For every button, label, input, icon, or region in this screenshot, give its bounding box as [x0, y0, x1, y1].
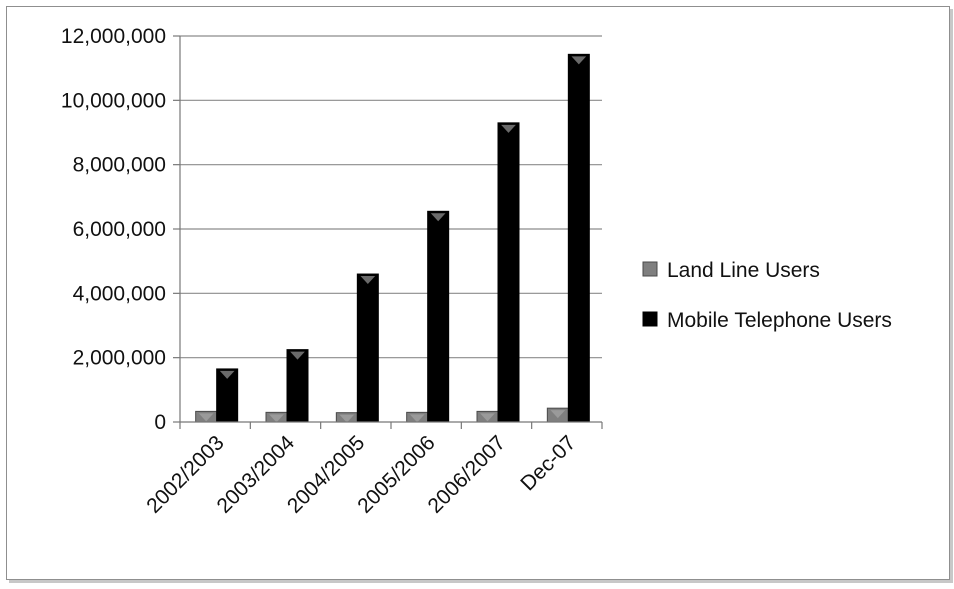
- x-tick-label: Dec-07: [516, 431, 580, 495]
- y-tick-label: 12,000,000: [61, 25, 166, 48]
- legend: Land Line Users Mobile Telephone Users: [642, 259, 892, 332]
- bar-cap-marker: [409, 414, 425, 423]
- x-axis-ticks: 2002/20032003/20042004/20052005/20062006…: [142, 422, 603, 518]
- gridlines: [180, 35, 602, 359]
- x-tick-label: 2006/2007: [424, 431, 510, 517]
- bar-mobile: [497, 122, 520, 423]
- bars: [195, 53, 590, 423]
- bar-cap-marker: [550, 410, 566, 419]
- bar-cap-marker: [269, 414, 284, 423]
- bar-cap-marker: [480, 413, 495, 422]
- y-tick-label: 2,000,000: [73, 347, 166, 370]
- y-axis-ticks: 0 2,000,000 4,000,000 6,000,000 8,000,000 10,…: [61, 25, 180, 434]
- bar-mobile: [286, 349, 309, 423]
- y-tick-label: 4,000,000: [73, 282, 166, 305]
- bar-cap-marker: [360, 276, 376, 285]
- bar-cap-marker: [290, 351, 305, 360]
- bar-cap-marker: [198, 413, 214, 422]
- bar-cap-marker: [219, 370, 235, 379]
- y-tick-label: 0: [154, 411, 166, 434]
- bar-cap-marker: [430, 213, 446, 222]
- bar-mobile: [427, 210, 450, 423]
- y-tick-label: 8,000,000: [73, 154, 166, 177]
- y-tick-label: 10,000,000: [61, 89, 166, 112]
- legend-label: Land Line Users: [667, 259, 820, 282]
- y-tick-label: 6,000,000: [73, 218, 166, 241]
- legend-label: Mobile Telephone Users: [667, 309, 892, 332]
- bar-mobile: [567, 53, 590, 423]
- bar-cap-marker: [339, 414, 355, 423]
- bar-cap-marker: [501, 124, 516, 133]
- legend-swatch-land-line: [642, 261, 658, 277]
- bar-cap-marker: [571, 56, 587, 65]
- bar-mobile: [356, 273, 379, 423]
- legend-swatch-mobile: [642, 311, 658, 327]
